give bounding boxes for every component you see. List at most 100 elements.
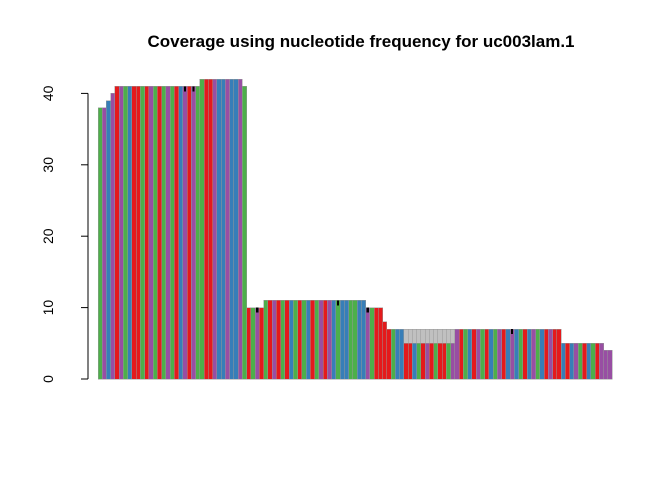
coverage-bar bbox=[123, 86, 128, 380]
coverage-bar bbox=[497, 328, 502, 380]
coverage-bar bbox=[356, 300, 362, 380]
ambiguous-coverage-bar bbox=[441, 328, 447, 344]
coverage-bar bbox=[407, 343, 413, 380]
mismatch-mark bbox=[366, 307, 369, 313]
coverage-bar bbox=[412, 343, 417, 380]
coverage-bar bbox=[590, 343, 596, 380]
coverage-bar bbox=[271, 300, 277, 380]
coverage-bar bbox=[395, 328, 400, 380]
coverage-bar bbox=[378, 307, 383, 380]
coverage-bar bbox=[382, 321, 388, 380]
coverage-bar bbox=[276, 300, 281, 380]
ambiguous-coverage-bar bbox=[420, 328, 426, 344]
coverage-bar bbox=[195, 86, 201, 380]
coverage-bar bbox=[157, 86, 162, 380]
coverage-bar bbox=[314, 300, 320, 380]
coverage-bar bbox=[552, 328, 558, 380]
coverage-bar bbox=[416, 343, 422, 380]
coverage-bar bbox=[284, 300, 290, 380]
coverage-bar bbox=[569, 343, 575, 380]
coverage-bar bbox=[212, 78, 218, 380]
coverage-bar bbox=[208, 78, 213, 380]
coverage-bar bbox=[186, 86, 192, 380]
coverage-bar bbox=[441, 343, 447, 380]
coverage-bar bbox=[229, 78, 235, 380]
coverage-bar bbox=[586, 343, 592, 380]
coverage-bar bbox=[322, 300, 328, 380]
coverage-bar bbox=[131, 86, 137, 380]
coverage-bar bbox=[582, 343, 587, 380]
coverage-bar bbox=[174, 86, 179, 380]
coverage-bar bbox=[199, 78, 205, 380]
coverage-bar bbox=[203, 78, 209, 380]
y-tick-label: 30 bbox=[40, 157, 56, 173]
ambiguous-coverage-bar bbox=[437, 328, 443, 344]
coverage-bar bbox=[106, 100, 111, 380]
ambiguous-coverage-bar bbox=[446, 328, 451, 344]
coverage-bar bbox=[118, 86, 124, 380]
coverage-bar bbox=[603, 350, 609, 380]
coverage-bar bbox=[480, 328, 485, 380]
coverage-bar bbox=[577, 343, 583, 380]
coverage-bar bbox=[424, 343, 430, 380]
coverage-bar bbox=[403, 343, 409, 380]
coverage-bar bbox=[127, 86, 133, 380]
coverage-bar bbox=[373, 307, 379, 380]
coverage-bar bbox=[361, 300, 366, 380]
coverage-bar bbox=[505, 328, 511, 380]
mismatch-mark bbox=[192, 86, 195, 92]
coverage-bar bbox=[522, 328, 528, 380]
coverage-bar bbox=[144, 86, 150, 380]
coverage-bar bbox=[110, 93, 116, 380]
coverage-bar bbox=[182, 86, 188, 380]
coverage-bar bbox=[352, 300, 358, 380]
coverage-bar bbox=[344, 300, 349, 380]
coverage-bar bbox=[288, 300, 294, 380]
coverage-bar bbox=[237, 78, 243, 380]
coverage-bar bbox=[475, 328, 481, 380]
coverage-bar bbox=[97, 107, 103, 380]
coverage-bar bbox=[263, 300, 269, 380]
coverage-bar bbox=[339, 300, 345, 380]
mismatch-mark bbox=[256, 307, 259, 313]
ambiguous-coverage-bar bbox=[416, 328, 422, 344]
coverage-bar bbox=[318, 300, 324, 380]
coverage-bar bbox=[599, 343, 604, 380]
coverage-bar bbox=[560, 343, 566, 380]
coverage-bar bbox=[293, 300, 298, 380]
coverage-bar bbox=[467, 328, 473, 380]
coverage-bar bbox=[450, 343, 456, 380]
coverage-bar bbox=[178, 86, 184, 380]
ambiguous-coverage-bar bbox=[407, 328, 413, 344]
coverage-bar bbox=[310, 300, 315, 380]
coverage-bar bbox=[573, 343, 579, 380]
coverage-bar bbox=[365, 307, 371, 380]
coverage-bar bbox=[471, 328, 477, 380]
coverage-bar bbox=[165, 86, 171, 380]
coverage-bar bbox=[335, 300, 341, 380]
y-tick-label: 0 bbox=[40, 375, 56, 383]
coverage-bar bbox=[140, 86, 145, 380]
coverage-bar bbox=[220, 78, 226, 380]
coverage-bar bbox=[526, 328, 532, 380]
coverage-bar bbox=[250, 307, 256, 380]
coverage-bar bbox=[280, 300, 286, 380]
mismatch-mark bbox=[184, 86, 187, 92]
coverage-bar bbox=[242, 86, 247, 380]
coverage-bar bbox=[518, 328, 524, 380]
coverage-bar bbox=[488, 328, 494, 380]
mismatch-mark bbox=[336, 300, 340, 306]
coverage-bar bbox=[509, 328, 515, 380]
coverage-bar bbox=[152, 86, 158, 380]
y-tick-label: 10 bbox=[40, 300, 56, 316]
ambiguous-coverage-bar bbox=[424, 328, 430, 344]
coverage-bar bbox=[429, 343, 434, 380]
coverage-bar bbox=[420, 343, 426, 380]
coverage-bar bbox=[458, 328, 464, 380]
coverage-bar bbox=[225, 78, 230, 380]
coverage-bar bbox=[501, 328, 507, 380]
coverage-bar bbox=[101, 107, 107, 380]
coverage-bar bbox=[514, 328, 519, 380]
coverage-bar bbox=[259, 307, 264, 380]
